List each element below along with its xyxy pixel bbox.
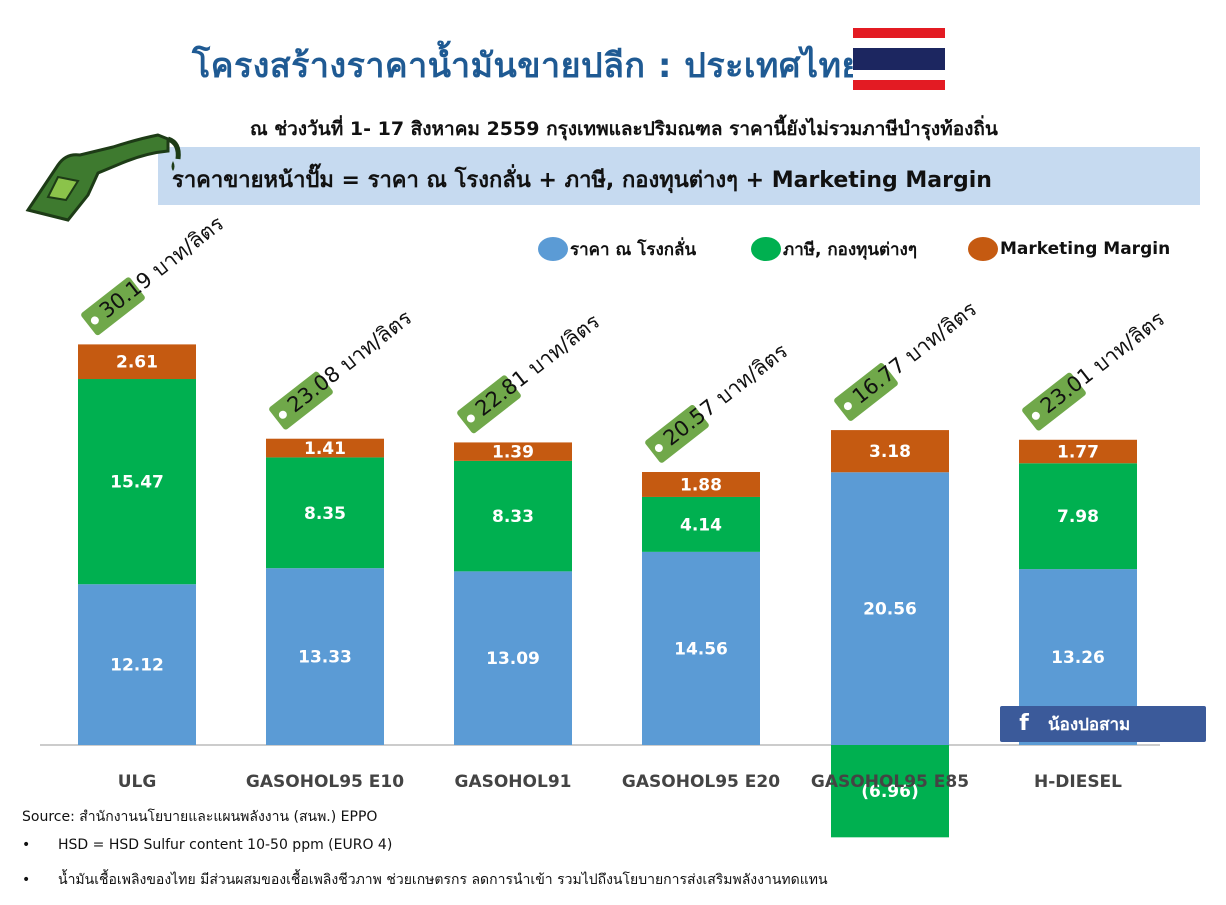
formula-box: ราคาขายหน้าปั๊ม = ราคา ณ โรงกลั่น + ภาษี… bbox=[158, 147, 1200, 205]
price-tag-hole bbox=[654, 444, 663, 453]
price-tag: 20.57 บาท/ลิตร bbox=[645, 339, 792, 463]
bar-value-label: 7.98 bbox=[1057, 507, 1099, 527]
legend-label-margin: Marketing Margin bbox=[1000, 239, 1171, 259]
bar-value-label: 14.56 bbox=[674, 639, 728, 659]
bar-value-label: 8.33 bbox=[492, 507, 534, 527]
price-tag-hole bbox=[1031, 411, 1040, 420]
bar-segment bbox=[78, 344, 196, 380]
subtitle: ณ ช่วงวันที่ 1- 17 สิงหาคม 2559 กรุงเทพแ… bbox=[250, 118, 998, 140]
note-hsd-text: HSD = HSD Sulfur content 10-50 ppm (EURO… bbox=[58, 837, 393, 853]
bar-value-label: 1.41 bbox=[304, 439, 346, 459]
bar-value-label: 13.33 bbox=[298, 648, 352, 668]
legend-item-tax: ภาษี, กองทุนต่างๆ bbox=[751, 236, 917, 262]
legend-swatch-margin bbox=[968, 237, 998, 261]
legend-item-refinery: ราคา ณ โรงกลั่น bbox=[538, 236, 696, 262]
price-tag: 23.01 บาท/ลิตร bbox=[1022, 307, 1169, 431]
bar-segment bbox=[266, 438, 384, 458]
legend-swatch-tax bbox=[751, 237, 781, 261]
facebook-badge[interactable]: f น้องปอสาม bbox=[1000, 706, 1206, 742]
bar-segment bbox=[642, 472, 760, 497]
bar-value-label: (6.96) bbox=[861, 782, 918, 802]
note-biofuel: • น้ำมันเชื้อเพลิงของไทย มีส่วนผสมของเชื้… bbox=[22, 872, 828, 888]
price-tag-label: 20.57 บาท/ลิตร bbox=[659, 339, 792, 451]
bar-segment bbox=[642, 496, 760, 552]
legend-label-refinery: ราคา ณ โรงกลั่น bbox=[570, 239, 697, 260]
bar-segment bbox=[1019, 439, 1137, 464]
price-tag-hole bbox=[466, 414, 475, 423]
price-tag-label: 16.77 บาท/ลิตร bbox=[848, 297, 981, 409]
bar-segment bbox=[454, 571, 572, 745]
bar-segment bbox=[78, 379, 196, 585]
page-title: โครงสร้างราคาน้ำมันขายปลีก : ประเทศไทย bbox=[192, 46, 862, 86]
price-tag-label: 23.08 บาท/ลิตร bbox=[283, 306, 416, 418]
bar-segment bbox=[266, 568, 384, 745]
bar-value-label: 1.88 bbox=[680, 475, 722, 495]
source-note: Source: สำนักงานนโยบายและแผนพลังงาน (สนพ… bbox=[22, 809, 378, 825]
price-tag-label: 30.19 บาท/ลิตร bbox=[95, 211, 228, 323]
category-label: GASOHOL91 bbox=[455, 772, 572, 792]
bar-segment bbox=[266, 457, 384, 569]
fuel-nozzle-icon bbox=[25, 133, 181, 222]
bar-segment bbox=[454, 460, 572, 572]
facebook-icon: f bbox=[1019, 711, 1029, 736]
bar-value-label: 15.47 bbox=[110, 473, 164, 493]
bar-value-label: 13.09 bbox=[486, 649, 540, 669]
bar-value-label: 12.12 bbox=[110, 656, 164, 676]
category-label: H-DIESEL bbox=[1034, 772, 1122, 792]
bar-segment bbox=[1019, 463, 1137, 570]
bar-value-label: 2.61 bbox=[116, 353, 158, 373]
price-tag: 16.77 บาท/ลิตร bbox=[834, 297, 981, 421]
note-biofuel-text: น้ำมันเชื้อเพลิงของไทย มีส่วนผสมของเชื้อ… bbox=[58, 872, 828, 888]
bar-segment bbox=[831, 472, 949, 745]
category-label: GASOHOL95 E20 bbox=[622, 772, 780, 792]
bar-segment bbox=[831, 430, 949, 473]
bar-value-label: 1.77 bbox=[1057, 443, 1099, 463]
formula-text: ราคาขายหน้าปั๊ม = ราคา ณ โรงกลั่น + ภาษี… bbox=[172, 168, 992, 193]
price-tag-hole bbox=[843, 402, 852, 411]
bar-value-label: 4.14 bbox=[680, 515, 722, 535]
bar-value-label: 13.26 bbox=[1051, 648, 1105, 668]
price-tag-label: 22.81 บาท/ลิตร bbox=[471, 309, 604, 421]
category-label: GASOHOL95 E10 bbox=[246, 772, 404, 792]
bar-value-label: 8.35 bbox=[304, 504, 346, 524]
category-label: ULG bbox=[118, 772, 157, 792]
price-tag: 23.08 บาท/ลิตร bbox=[269, 306, 416, 430]
price-tag-hole bbox=[278, 410, 287, 419]
bar-segment bbox=[831, 745, 949, 838]
price-tag-hole bbox=[90, 316, 99, 325]
legend-item-margin: Marketing Margin bbox=[968, 236, 1170, 262]
note-hsd: • HSD = HSD Sulfur content 10-50 ppm (EUR… bbox=[22, 837, 393, 853]
bar-value-label: 20.56 bbox=[863, 600, 917, 620]
price-tag: 22.81 บาท/ลิตร bbox=[457, 309, 604, 434]
category-label: GASOHOL95 E85 bbox=[811, 772, 969, 792]
bar-segment bbox=[78, 584, 196, 745]
price-tag: 30.19 บาท/ลิตร bbox=[81, 211, 228, 336]
legend-swatch-refinery bbox=[538, 237, 568, 261]
bar-segment bbox=[454, 442, 572, 461]
bar-segment bbox=[642, 551, 760, 745]
bar-value-label: 1.39 bbox=[492, 443, 534, 463]
facebook-page-name: น้องปอสาม bbox=[1048, 714, 1131, 735]
bar-value-label: 3.18 bbox=[869, 442, 911, 462]
thai-flag-icon bbox=[853, 28, 945, 90]
legend-label-tax: ภาษี, กองทุนต่างๆ bbox=[783, 239, 917, 260]
price-tag-label: 23.01 บาท/ลิตร bbox=[1036, 307, 1169, 419]
